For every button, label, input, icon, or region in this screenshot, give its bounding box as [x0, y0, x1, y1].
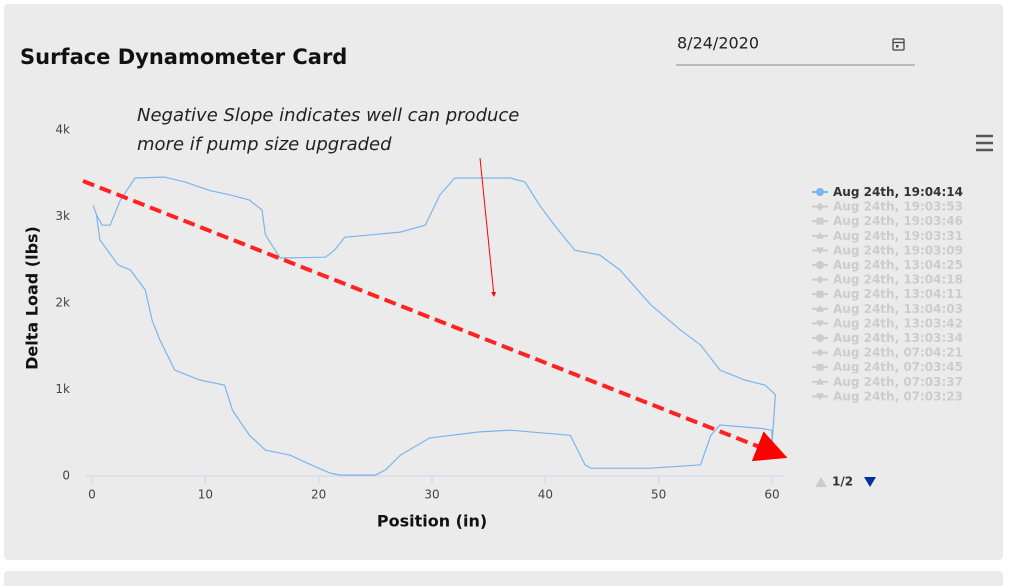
y-tick-label: 1k — [55, 382, 70, 396]
legend-label: Aug 24th, 13:04:03 — [833, 302, 963, 316]
legend-pager: 1/2 — [815, 475, 876, 489]
legend-item[interactable]: Aug 24th, 13:04:11 — [812, 287, 963, 301]
legend-marker — [816, 334, 824, 342]
x-axis-label: Position (in) — [377, 512, 487, 531]
pager-text: 1/2 — [832, 475, 853, 489]
y-tick-label: 3k — [55, 209, 70, 223]
x-tick-label: 40 — [538, 488, 553, 502]
legend-label: Aug 24th, 19:03:53 — [833, 200, 963, 214]
y-tick-label: 0 — [62, 469, 70, 483]
x-tick-label: 20 — [311, 488, 326, 502]
plot-area: 0 10 20 30 40 50 60 0 1k 2k 3k 4k — [55, 123, 784, 502]
legend-item[interactable]: Aug 24th, 19:04:14 — [812, 185, 963, 199]
legend-label: Aug 24th, 13:04:18 — [833, 273, 963, 287]
next-card — [4, 571, 1003, 586]
legend-label: Aug 24th, 13:04:11 — [833, 287, 963, 301]
legend-marker — [816, 247, 824, 255]
legend-marker — [816, 304, 824, 312]
legend-item[interactable]: Aug 24th, 13:03:34 — [812, 331, 963, 345]
legend-marker — [816, 377, 824, 385]
legend-marker — [816, 231, 824, 239]
legend-label: Aug 24th, 13:03:34 — [833, 331, 963, 345]
calendar-icon[interactable] — [892, 38, 905, 51]
annotation-line: Negative Slope indicates well can produc… — [137, 105, 519, 126]
annotation-arrow — [479, 157, 497, 297]
annotation-line: more if pump size upgraded — [137, 134, 392, 155]
menu-button[interactable] — [976, 134, 993, 152]
legend-marker — [816, 275, 824, 284]
legend-item[interactable]: Aug 24th, 07:03:45 — [812, 360, 963, 374]
legend-item[interactable]: Aug 24th, 07:03:37 — [812, 375, 963, 389]
legend-item[interactable]: Aug 24th, 07:04:21 — [812, 346, 963, 360]
legend-label: Aug 24th, 13:04:25 — [833, 258, 963, 272]
legend-label: Aug 24th, 07:04:21 — [833, 346, 963, 360]
legend-label: Aug 24th, 07:03:45 — [833, 360, 963, 374]
y-tick-label: 4k — [55, 123, 70, 137]
legend-marker — [816, 290, 824, 298]
x-tick-label: 50 — [651, 488, 666, 502]
card-title: Surface Dynamometer Card — [20, 45, 347, 69]
date-value: 8/24/2020 — [677, 34, 759, 53]
legend-item[interactable]: Aug 24th, 13:04:03 — [812, 302, 963, 316]
x-tick-label: 10 — [198, 488, 213, 502]
legend-label: Aug 24th, 19:03:31 — [833, 229, 963, 243]
y-tick-label: 2k — [55, 296, 70, 310]
legend-label: Aug 24th, 13:03:42 — [833, 316, 963, 330]
legend-item[interactable]: Aug 24th, 19:03:09 — [812, 243, 963, 257]
series-line — [92, 176, 777, 476]
legend-label: Aug 24th, 19:03:09 — [833, 243, 963, 257]
legend-label: Aug 24th, 19:03:46 — [833, 214, 963, 228]
legend-marker — [816, 393, 824, 401]
date-input[interactable]: 8/24/2020 — [676, 34, 915, 66]
legend-marker — [816, 363, 824, 371]
legend-marker — [816, 348, 824, 357]
legend-item[interactable]: Aug 24th, 07:03:23 — [812, 389, 963, 403]
legend-item[interactable]: Aug 24th, 13:04:25 — [812, 258, 963, 272]
legend-marker — [816, 261, 824, 269]
legend-item[interactable]: Aug 24th, 13:04:18 — [812, 273, 963, 287]
card — [4, 4, 1003, 560]
legend-item[interactable]: Aug 24th, 13:03:42 — [812, 316, 963, 330]
x-tick-label: 0 — [88, 488, 96, 502]
y-axis-label: Delta Load (lbs) — [23, 226, 42, 370]
legend-label: Aug 24th, 19:04:14 — [833, 185, 963, 199]
x-tick-label: 30 — [424, 488, 439, 502]
legend-marker — [816, 217, 824, 225]
legend-marker — [816, 320, 824, 328]
legend-marker — [816, 202, 824, 211]
legend-label: Aug 24th, 07:03:23 — [833, 389, 963, 403]
x-tick-label: 60 — [764, 488, 779, 502]
legend-item[interactable]: Aug 24th, 19:03:46 — [812, 214, 963, 228]
pager-up[interactable] — [815, 477, 827, 487]
pager-down[interactable] — [864, 477, 876, 487]
legend-label: Aug 24th, 07:03:37 — [833, 375, 963, 389]
legend-item[interactable]: Aug 24th, 19:03:31 — [812, 229, 963, 243]
legend-marker — [816, 188, 824, 196]
legend-item[interactable]: Aug 24th, 19:03:53 — [812, 200, 963, 214]
